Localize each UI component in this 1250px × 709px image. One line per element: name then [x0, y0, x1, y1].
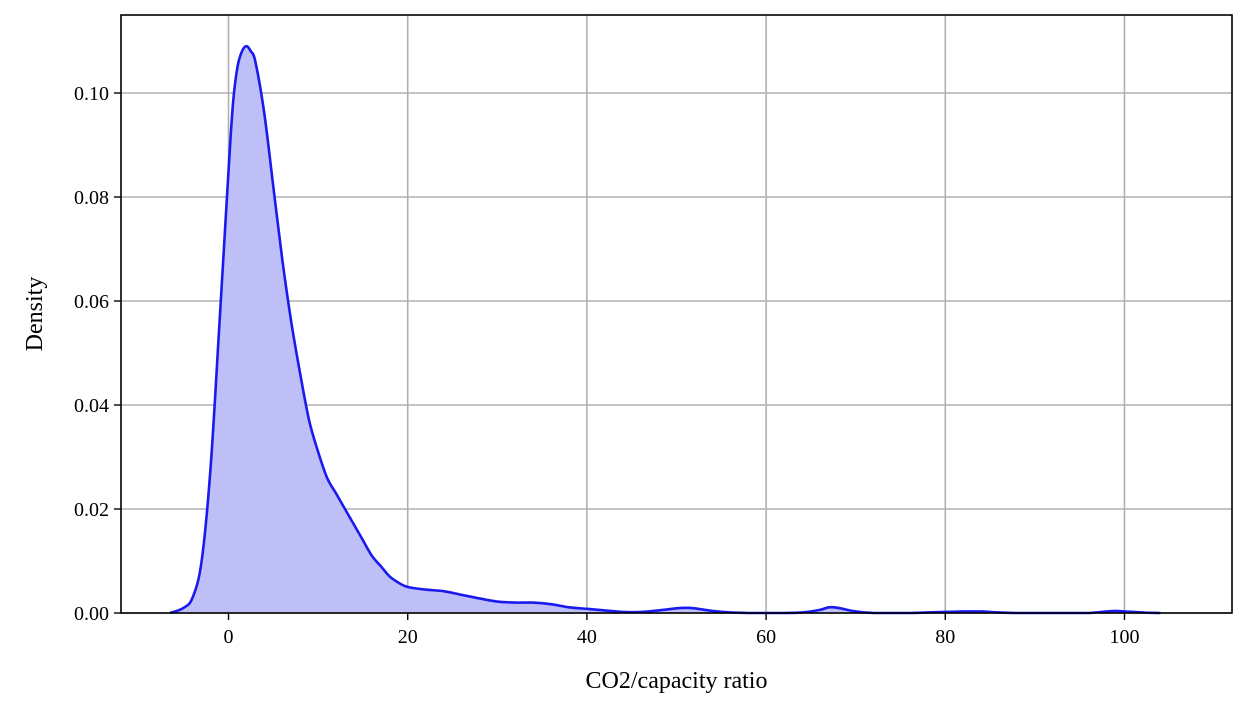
y-tick-label: 0.08 — [74, 187, 109, 209]
y-tick-label: 0.10 — [74, 83, 109, 105]
plot-frame — [120, 14, 1233, 614]
x-tick-label: 0 — [224, 626, 234, 648]
x-tick-label: 60 — [756, 626, 776, 648]
x-tick-label: 80 — [935, 626, 955, 648]
y-axis-ticks: 0.00 0.02 0.04 0.06 0.08 0.10 — [74, 83, 121, 625]
y-tick-label: 0.00 — [74, 603, 109, 625]
x-axis-label: CO2/capacity ratio — [586, 668, 768, 694]
y-tick-label: 0.02 — [74, 499, 109, 521]
y-tick-label: 0.06 — [74, 291, 109, 313]
y-tick-label: 0.04 — [74, 395, 109, 417]
x-tick-label: 100 — [1109, 626, 1139, 648]
density-area — [170, 46, 1161, 613]
axes — [120, 14, 1233, 614]
y-axis-label: Density — [22, 277, 48, 352]
x-tick-label: 40 — [577, 626, 597, 648]
series-layer — [169, 44, 1161, 615]
density-line — [169, 44, 1161, 615]
x-tick-label: 20 — [398, 626, 418, 648]
x-axis-ticks: 0 20 40 60 80 100 — [224, 613, 1139, 648]
